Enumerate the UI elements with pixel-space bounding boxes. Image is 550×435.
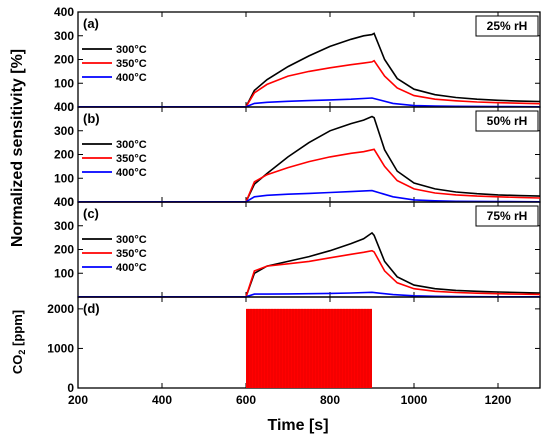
panel-a: 0 100 200 300 400 (a) 25% rH 300°C 350°C 400°C: [54, 5, 541, 114]
legend-label: 400°C: [116, 167, 147, 179]
panel-frame: [77, 201, 541, 298]
x-tick-label: 200: [68, 393, 88, 407]
y-tick-label: 2000: [47, 302, 74, 316]
y-tick-label: 300: [54, 124, 74, 138]
panel-d: 0 1000 2000 (d): [47, 296, 541, 395]
legend-label: 300°C: [116, 44, 147, 56]
x-tick-label: 800: [320, 393, 340, 407]
panel-tag: (b): [83, 111, 100, 126]
rh-box: [475, 110, 539, 132]
y-tick-label: 200: [54, 148, 74, 162]
series-line-1: [78, 32, 541, 108]
y-tick-label: 400: [54, 100, 74, 114]
series-line-1: [78, 115, 541, 203]
panel-tag: (a): [83, 16, 99, 31]
rh-label: 25% rH: [487, 19, 528, 33]
legend-label: 400°C: [116, 262, 147, 274]
panel-b: 0 100 200 300 400 (b) 50% rH 300°C 350°C 400°C: [54, 100, 541, 209]
co2-axis-title-sub: 2: [17, 350, 27, 355]
y-tick-label: 400: [54, 195, 74, 209]
y-tick-label: 0: [67, 195, 74, 209]
co2-axis-title-suffix: [ppm]: [10, 310, 25, 350]
series-line-1: [78, 231, 541, 298]
y-tick-label: 100: [54, 171, 74, 185]
legend-label: 350°C: [116, 248, 147, 260]
y-tick-label: 100: [54, 266, 74, 280]
panel-tag: (c): [83, 206, 99, 221]
series-line-3: [78, 97, 541, 108]
legend-label: 400°C: [116, 72, 147, 84]
legend-label: 300°C: [116, 139, 147, 151]
x-tick-label: 600: [236, 393, 256, 407]
series-line-2: [78, 148, 541, 203]
panel-frame: [77, 106, 541, 203]
x-axis: 200 400 600 800 1000 1200: [68, 393, 512, 407]
rh-label: 75% rH: [487, 209, 528, 223]
x-tick-label: 1000: [401, 393, 428, 407]
y-tick-label: 300: [54, 219, 74, 233]
rh-box: [475, 15, 539, 37]
panel-c: 100 200 300 400 (c) 75% rH 300°C 350°C 400°C: [54, 195, 541, 298]
y-tick-label: 300: [54, 29, 74, 43]
series-line-3: [78, 189, 541, 203]
rh-label: 50% rH: [487, 114, 528, 128]
y-tick-label: 200: [54, 243, 74, 257]
y-tick-label: 0: [67, 100, 74, 114]
y-tick-label: 100: [54, 76, 74, 90]
series-line-2: [78, 59, 541, 108]
rh-box: [475, 205, 539, 227]
legend-label: 300°C: [116, 234, 147, 246]
y-tick-label: 1000: [47, 341, 74, 355]
co2-pulse-bar: [246, 308, 372, 388]
co2-axis-title-prefix: CO: [10, 355, 25, 375]
x-tick-label: 400: [152, 393, 172, 407]
x-axis-title: Time [s]: [267, 417, 328, 434]
legend-label: 350°C: [116, 58, 147, 70]
series-line-2: [78, 249, 541, 298]
co2-axis-title: CO2 [ppm]: [10, 310, 27, 374]
x-tick-label: 1200: [485, 393, 512, 407]
y-tick-label: 400: [54, 5, 74, 19]
panel-frame: [77, 11, 541, 108]
y-tick-label: 200: [54, 53, 74, 67]
y-tick-label: 0: [67, 381, 74, 395]
legend-label: 350°C: [116, 153, 147, 165]
y-axis-title: Normalized sensitivity [%]: [9, 49, 26, 247]
panel-tag: (d): [83, 301, 100, 316]
